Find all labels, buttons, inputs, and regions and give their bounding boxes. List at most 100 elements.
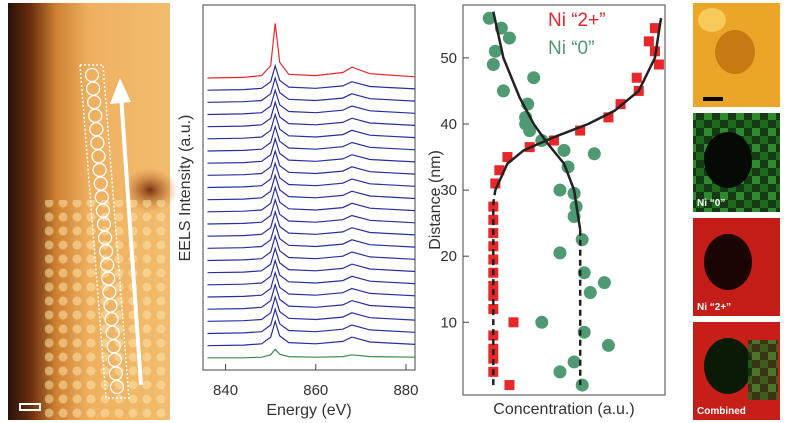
scale-bar [19, 403, 41, 411]
probe-circle [109, 379, 125, 395]
spectrum [207, 112, 416, 140]
map-grain [698, 8, 726, 32]
point [567, 355, 581, 369]
point [502, 152, 513, 163]
point [488, 290, 499, 301]
point [488, 304, 499, 315]
map-hole [715, 30, 755, 74]
map-label: Ni “2+” [697, 302, 731, 313]
point [553, 365, 567, 379]
spectrum [207, 258, 416, 286]
point [553, 246, 567, 260]
scale-bar [703, 97, 723, 101]
point [587, 147, 601, 161]
map-label: Combined [697, 406, 746, 417]
point [482, 11, 496, 25]
map-hole [704, 338, 752, 394]
point [527, 71, 541, 85]
scan-box [79, 64, 130, 399]
point [488, 353, 499, 364]
legend-entry: Ni “0” [548, 38, 594, 59]
point [615, 99, 626, 110]
point [601, 338, 615, 352]
point [504, 380, 515, 391]
point [488, 343, 499, 354]
spectrum [207, 75, 416, 103]
x-axis-label: Concentration (a.u.) [493, 401, 634, 418]
spectrum [207, 136, 416, 164]
point [488, 241, 499, 252]
point [488, 280, 499, 291]
y-tick-label: 40 [440, 116, 457, 133]
stem-image [8, 3, 178, 420]
spectrum [207, 63, 416, 91]
point [653, 59, 664, 70]
spectrum [207, 319, 416, 347]
plot-frame [202, 4, 416, 371]
y-tick-label: 20 [440, 248, 457, 265]
spectrum [207, 148, 416, 176]
spectrum [207, 221, 416, 249]
point [490, 178, 501, 189]
map-hole [704, 234, 752, 290]
point [523, 124, 537, 138]
point [649, 23, 660, 34]
map-hole [704, 132, 752, 188]
point [488, 44, 502, 58]
point [548, 135, 559, 146]
spectrum [207, 185, 416, 213]
point [575, 378, 589, 392]
point [583, 286, 597, 300]
spectrum [207, 246, 416, 274]
spectrum [207, 23, 416, 79]
x-tick-label: 840 [213, 382, 238, 399]
arrow-shaft [119, 94, 143, 386]
point [486, 57, 500, 71]
point [603, 112, 614, 123]
y-tick-label: 50 [440, 50, 457, 67]
spectrum [207, 124, 416, 152]
x-tick-label: 860 [303, 382, 328, 399]
y-axis-label: EELS Intensity (a.u.) [177, 115, 194, 262]
point [631, 72, 642, 83]
fit-curve [494, 18, 663, 191]
spectrum [207, 161, 416, 189]
spectrum [207, 234, 416, 262]
point [553, 183, 567, 197]
point [643, 36, 654, 47]
map-overlay [748, 340, 778, 400]
point [557, 143, 571, 157]
arrow-head [110, 78, 131, 104]
point [597, 276, 611, 290]
grain-texture [45, 200, 170, 420]
y-axis-label: Distance (nm) [427, 150, 444, 250]
spectrum [207, 100, 416, 128]
spectrum [207, 282, 416, 310]
point [535, 315, 549, 329]
legend-entry: Ni “2+” [548, 10, 606, 31]
y-tick-label: 30 [440, 182, 457, 199]
spectrum [207, 88, 416, 116]
spectrum [207, 209, 416, 237]
fit-curve [492, 11, 582, 230]
spectrum [207, 173, 416, 201]
point [575, 233, 589, 247]
point [577, 266, 591, 280]
maps: Ni “0” Ni “2+” Combined [693, 3, 780, 420]
x-tick-label: 880 [393, 382, 418, 399]
plot-frame [462, 4, 666, 396]
fit-curve [492, 189, 497, 386]
spectrum [207, 270, 416, 298]
point [575, 125, 586, 136]
point [488, 330, 499, 341]
map-label: Ni “0” [697, 198, 725, 209]
spectrum [207, 197, 416, 225]
point [502, 31, 516, 45]
point [508, 317, 519, 328]
y-tick-label: 10 [440, 314, 457, 331]
spectrum [207, 294, 416, 322]
point [488, 201, 499, 212]
spectrum [207, 307, 416, 335]
point [494, 165, 505, 176]
